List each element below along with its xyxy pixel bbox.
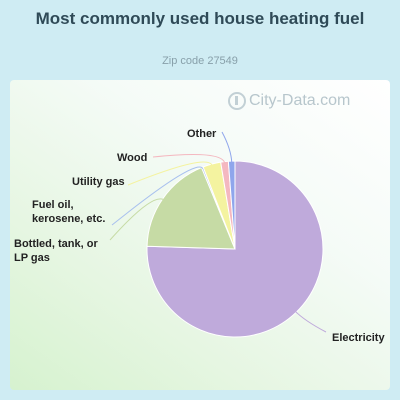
leader-line (294, 310, 327, 333)
chart-title: Most commonly used house heating fuel (35, 9, 365, 28)
slice-label: Bottled, tank, or LP gas (14, 238, 98, 264)
chart-subtitle: Zip code 27549 (162, 55, 238, 67)
leader-line (127, 161, 213, 186)
leader-line (111, 166, 204, 226)
slice-label: Wood (117, 152, 147, 164)
slice-label: Utility gas (72, 176, 125, 188)
slice-label: Electricity (332, 332, 385, 344)
leader-line (152, 153, 226, 164)
watermark: City-Data.com (228, 92, 350, 110)
city-data-logo-icon (228, 92, 246, 110)
leader-line (109, 198, 165, 241)
watermark-text: City-Data.com (249, 92, 351, 109)
leader-line (221, 131, 233, 164)
slice-label: Other (187, 128, 217, 140)
slice-label: Fuel oil, kerosene, etc. (32, 199, 105, 225)
